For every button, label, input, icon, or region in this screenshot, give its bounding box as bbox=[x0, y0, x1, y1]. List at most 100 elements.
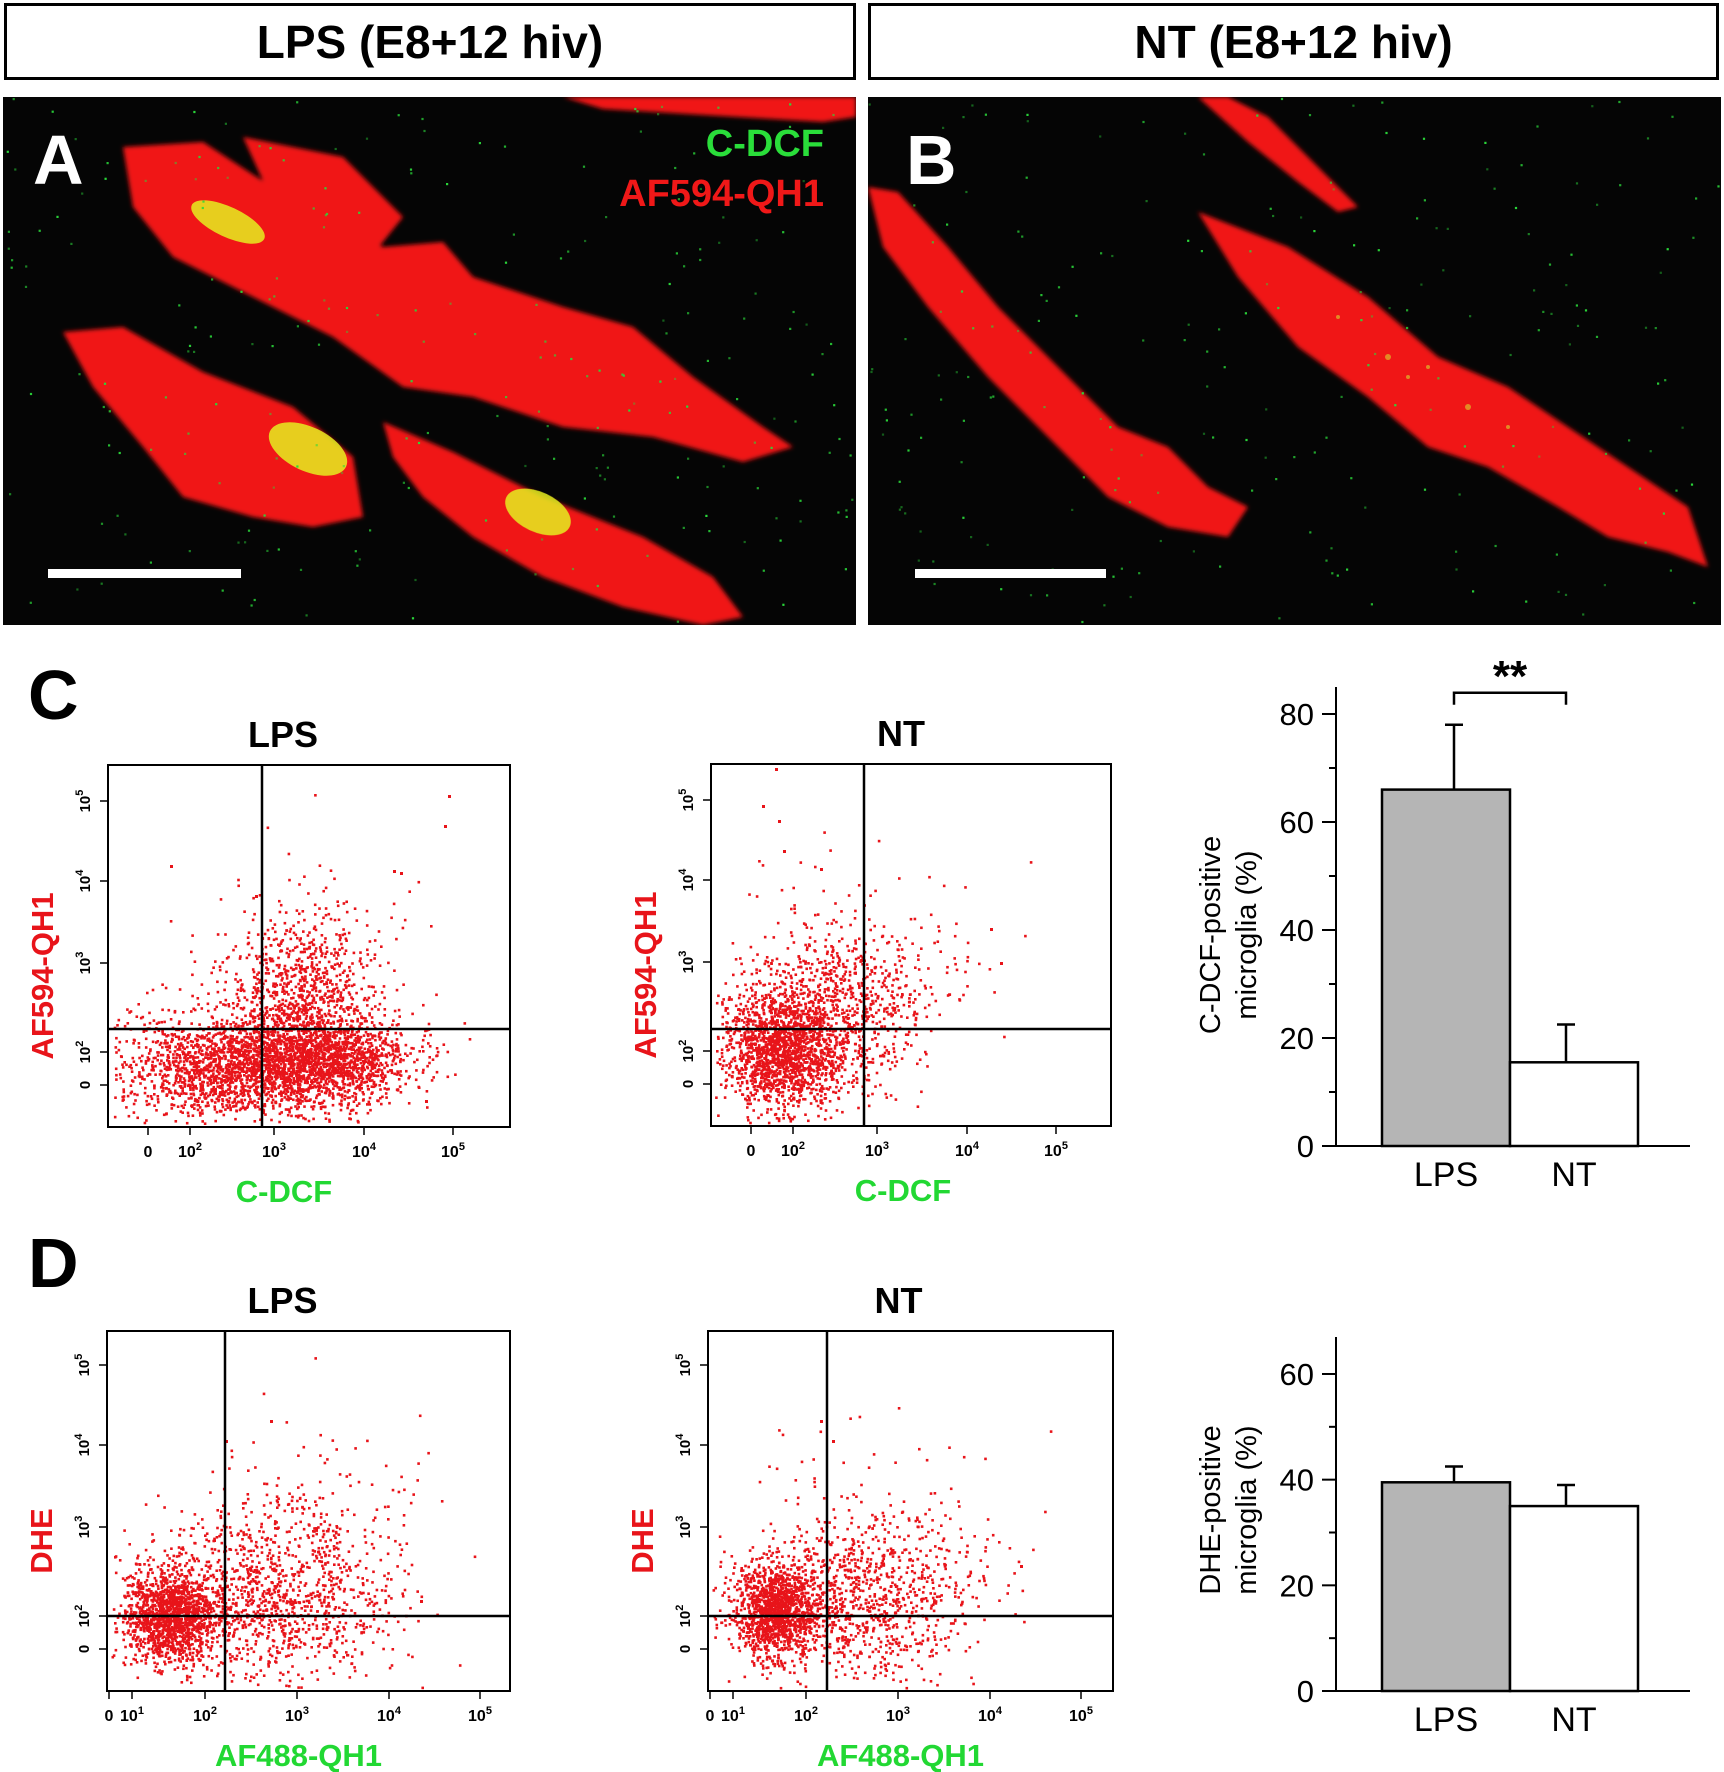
event-dot bbox=[254, 1106, 257, 1109]
event-dot bbox=[396, 1055, 399, 1059]
event-dot bbox=[352, 951, 356, 955]
event-dot bbox=[318, 1073, 321, 1076]
event-dot bbox=[366, 1004, 369, 1007]
event-dot bbox=[353, 1060, 357, 1064]
green-speckle bbox=[904, 338, 907, 341]
event-dot bbox=[179, 1110, 183, 1113]
event-dot bbox=[380, 945, 383, 948]
event-dot bbox=[230, 1044, 234, 1048]
event-dot bbox=[342, 928, 345, 931]
event-dot bbox=[275, 937, 278, 941]
event-dot bbox=[344, 986, 348, 990]
event-dot bbox=[288, 1110, 291, 1114]
green-speckle bbox=[503, 145, 507, 148]
event-dot bbox=[835, 1109, 839, 1112]
event-dot bbox=[303, 1068, 307, 1071]
event-dot bbox=[210, 1088, 213, 1091]
green-speckle bbox=[955, 371, 958, 374]
event-dot bbox=[156, 1054, 160, 1057]
event-dot bbox=[340, 942, 343, 946]
event-dot bbox=[362, 1092, 365, 1096]
event-dot bbox=[328, 1067, 331, 1070]
event-dot bbox=[428, 1061, 431, 1065]
event-dot bbox=[312, 966, 315, 970]
event-dot bbox=[356, 1084, 360, 1088]
event-dot bbox=[254, 954, 258, 958]
event-dot bbox=[173, 1082, 177, 1085]
event-dot bbox=[182, 1092, 186, 1095]
event-dot bbox=[257, 1105, 260, 1109]
event-dot bbox=[200, 1036, 203, 1039]
event-dot bbox=[388, 1101, 391, 1105]
event-dot bbox=[288, 1087, 291, 1090]
event-dot bbox=[285, 1012, 288, 1016]
event-dot bbox=[314, 794, 317, 797]
event-dot bbox=[303, 875, 306, 878]
event-dot bbox=[245, 998, 249, 1002]
event-dot bbox=[185, 1121, 189, 1125]
green-speckle bbox=[1370, 603, 1373, 606]
event-dot bbox=[203, 1093, 206, 1096]
event-dot bbox=[237, 884, 240, 888]
event-dot bbox=[335, 1084, 338, 1088]
event-dot bbox=[221, 1074, 225, 1077]
event-dot bbox=[216, 980, 219, 984]
event-dot bbox=[782, 1113, 785, 1117]
green-speckle bbox=[668, 282, 671, 286]
event-dot bbox=[278, 963, 281, 967]
event-dot bbox=[214, 1060, 217, 1063]
event-dot bbox=[370, 1053, 373, 1057]
event-dot bbox=[391, 1023, 394, 1027]
event-dot bbox=[401, 926, 405, 930]
event-dot bbox=[351, 1079, 355, 1083]
event-dot bbox=[750, 1051, 753, 1054]
green-speckle bbox=[665, 332, 668, 335]
event-dot bbox=[235, 1036, 238, 1040]
y-tick-label: 103 bbox=[74, 952, 94, 975]
event-dot bbox=[246, 942, 250, 946]
event-dot bbox=[291, 1073, 294, 1076]
event-dot bbox=[280, 1111, 283, 1114]
event-dot bbox=[160, 1053, 163, 1057]
event-dot bbox=[316, 968, 320, 971]
event-dot bbox=[418, 1050, 421, 1053]
green-speckle bbox=[868, 103, 871, 106]
event-dot bbox=[392, 1019, 395, 1022]
event-dot bbox=[306, 1051, 310, 1054]
event-dot bbox=[324, 1014, 328, 1018]
green-speckle bbox=[1037, 319, 1040, 322]
event-dot bbox=[255, 895, 258, 898]
event-dot bbox=[303, 1105, 306, 1108]
event-dot bbox=[249, 1061, 252, 1064]
event-dot bbox=[278, 1055, 282, 1059]
event-dot bbox=[273, 1087, 277, 1091]
green-speckle bbox=[971, 104, 974, 107]
event-dot bbox=[159, 1069, 162, 1073]
event-dot bbox=[315, 1096, 318, 1100]
event-dot bbox=[281, 939, 285, 942]
event-dot bbox=[343, 1090, 347, 1093]
event-dot bbox=[173, 1050, 177, 1053]
event-dot bbox=[253, 1047, 256, 1050]
event-dot bbox=[399, 1091, 403, 1094]
event-dot bbox=[399, 1074, 403, 1077]
green-speckle bbox=[184, 452, 187, 455]
event-dot bbox=[292, 924, 295, 928]
event-dot bbox=[177, 1035, 180, 1039]
event-dot bbox=[222, 1047, 225, 1050]
event-dot bbox=[236, 988, 240, 992]
event-dot bbox=[355, 1069, 359, 1073]
green-speckle bbox=[411, 617, 415, 620]
event-dot bbox=[783, 1105, 786, 1109]
event-dot bbox=[408, 890, 411, 893]
event-dot bbox=[204, 1056, 208, 1059]
green-speckle bbox=[838, 437, 841, 441]
event-dot bbox=[228, 1084, 231, 1087]
green-speckle bbox=[224, 122, 227, 125]
event-dot bbox=[383, 1014, 386, 1017]
green-speckle bbox=[407, 486, 410, 490]
green-speckle bbox=[1669, 569, 1672, 572]
event-dot bbox=[244, 1021, 248, 1024]
green-speckle bbox=[1584, 309, 1588, 312]
event-dot bbox=[376, 1068, 380, 1072]
